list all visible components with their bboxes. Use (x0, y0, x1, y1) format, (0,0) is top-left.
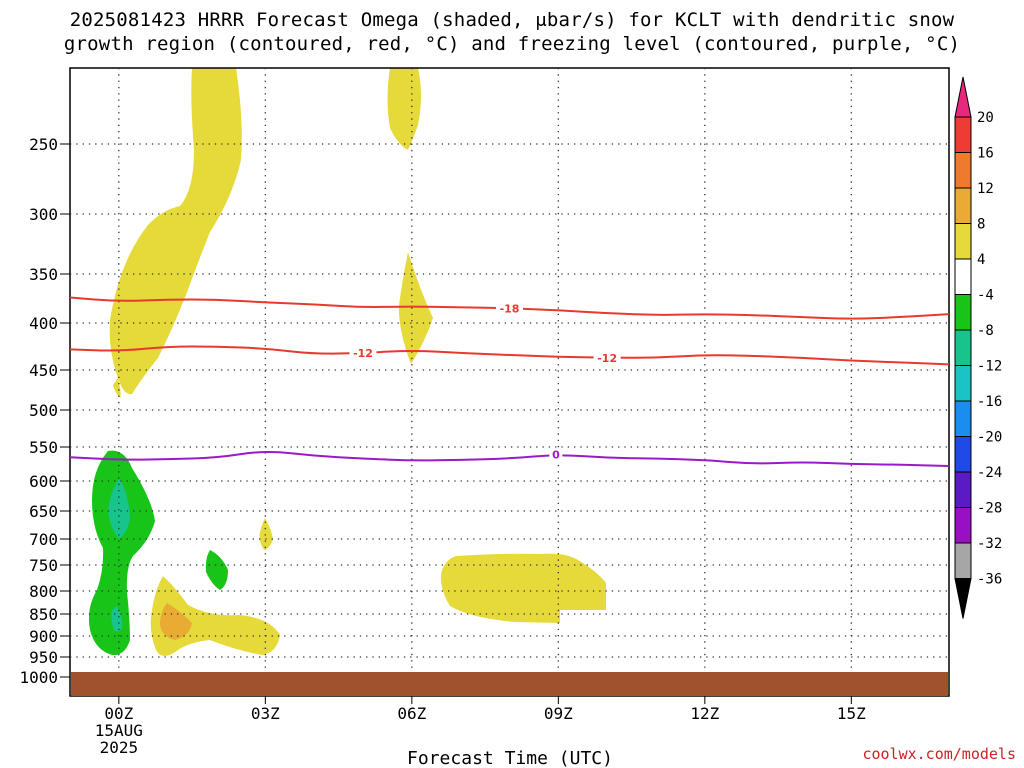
y-tick-label-850: 850 (29, 605, 58, 624)
omega-area-06z-mid (398, 252, 433, 364)
colorbar-top-arrow (954, 76, 972, 118)
x-tick-sublabel-0: 15AUG (95, 721, 143, 740)
colorbar-segment-8 (954, 400, 972, 437)
colorbar-segment-7 (954, 365, 972, 402)
contour-line-0 (69, 296, 950, 320)
colorbar-label--36: -36 (977, 572, 1002, 588)
contour-label-2-0: 0 (552, 449, 560, 462)
y-tick-label-750: 750 (29, 556, 58, 575)
omega-area-low-block (440, 553, 606, 623)
y-tick-label-950: 950 (29, 648, 58, 667)
y-tick-label-800: 800 (29, 582, 58, 601)
colorbar-segment-4 (954, 258, 972, 295)
contour-line-1 (69, 345, 950, 366)
y-tick-label-600: 600 (29, 472, 58, 491)
colorbar-label-8: 8 (977, 217, 985, 233)
contours: -18 -12 -12 0 (69, 296, 950, 468)
contour-label-bg-1-1 (593, 350, 621, 365)
chart-title: 2025081423 HRRR Forecast Omega (shaded, … (0, 8, 1024, 56)
colorbar-label-12: 12 (977, 181, 994, 197)
colorbar-segment-10 (954, 471, 972, 508)
x-tick-label-09Z: 09Z (544, 704, 573, 723)
y-tick-label-450: 450 (29, 361, 58, 380)
contour-line-2 (69, 450, 950, 468)
y-tick-label-250: 250 (29, 135, 58, 154)
colorbar-label--16: -16 (977, 394, 1002, 410)
x-tick-label-06Z: 06Z (397, 704, 426, 723)
omega-area-green-spot (205, 550, 228, 590)
omega-area-upper-plume (109, 68, 242, 395)
colorbar-segment-3 (954, 223, 972, 260)
y-tick-label-400: 400 (29, 314, 58, 333)
y-tick-label-350: 350 (29, 265, 58, 284)
colorbar-segment-0 (954, 116, 972, 153)
y-tick-label-650: 650 (29, 502, 58, 521)
colorbar-label--28: -28 (977, 501, 1002, 517)
y-tick-label-700: 700 (29, 530, 58, 549)
credit-text: coolwx.com/models (862, 745, 1016, 763)
colorbar-segment-9 (954, 436, 972, 473)
colorbar-label-20: 20 (977, 110, 994, 126)
colorbar-label--20: -20 (977, 430, 1002, 446)
contour-label-bg-0-0 (496, 301, 523, 316)
omega-area-06z-upper (387, 68, 421, 150)
y-tick-label-1000: 1000 (19, 668, 58, 687)
colorbar-label-4: 4 (977, 252, 985, 268)
colorbar-segment-6 (954, 329, 972, 366)
colorbar-label--8: -8 (977, 323, 994, 339)
colorbar-bottom-arrow (954, 578, 972, 619)
colorbar-segment-11 (954, 507, 972, 544)
x-tick-sublabel-1: 2025 (100, 738, 139, 757)
omega-area-teal-lower (111, 606, 123, 632)
omega-area-03z-spot (259, 518, 273, 550)
omega-area-green-column (88, 450, 155, 656)
ground-fill (71, 672, 948, 696)
y-tick-label-500: 500 (29, 401, 58, 420)
x-tick-label-00Z: 00Z (104, 704, 133, 723)
grid (70, 68, 949, 696)
contour-label-bg-1-0 (349, 346, 377, 361)
x-tick-label-12Z: 12Z (690, 704, 719, 723)
contour-label-0-0: -18 (500, 302, 520, 315)
contour-label-1-1: -12 (597, 352, 617, 365)
colorbar-label--32: -32 (977, 536, 1002, 552)
colorbar-label--24: -24 (977, 465, 1002, 481)
x-tick-label-15Z: 15Z (837, 704, 866, 723)
colorbar: 20 16 12 8 4 -4 -8 -12 -16 -20 -24 -28 -32 -36 (954, 76, 1002, 619)
colorbar-label--4: -4 (977, 288, 994, 304)
title-line-1: 2025081423 HRRR Forecast Omega (shaded, … (69, 9, 955, 31)
y-tick-label-900: 900 (29, 627, 58, 646)
y-axis: 250 300 350 400 450 500 550 600 650 700 750 800 850 9… (19, 135, 70, 687)
colorbar-label-16: 16 (977, 146, 994, 162)
colorbar-segment-12 (954, 542, 972, 579)
title-line-2: growth region (contoured, red, °C) and f… (63, 33, 961, 55)
y-tick-label-550: 550 (29, 438, 58, 457)
omega-area-orange (160, 603, 192, 640)
colorbar-segment-2 (954, 187, 972, 224)
x-axis-label: Forecast Time (UTC) (407, 748, 613, 768)
colorbar-label--12: -12 (977, 359, 1002, 375)
colorbar-segment-5 (954, 294, 972, 331)
omega-area-teal-upper (108, 478, 130, 539)
ground-layer (71, 672, 948, 696)
omega-shading (88, 68, 606, 656)
contour-label-bg-2-0 (549, 447, 563, 462)
colorbar-segment-1 (954, 152, 972, 189)
y-tick-label-300: 300 (29, 205, 58, 224)
x-tick-label-03Z: 03Z (251, 704, 280, 723)
contour-label-1-0: -12 (353, 347, 373, 360)
